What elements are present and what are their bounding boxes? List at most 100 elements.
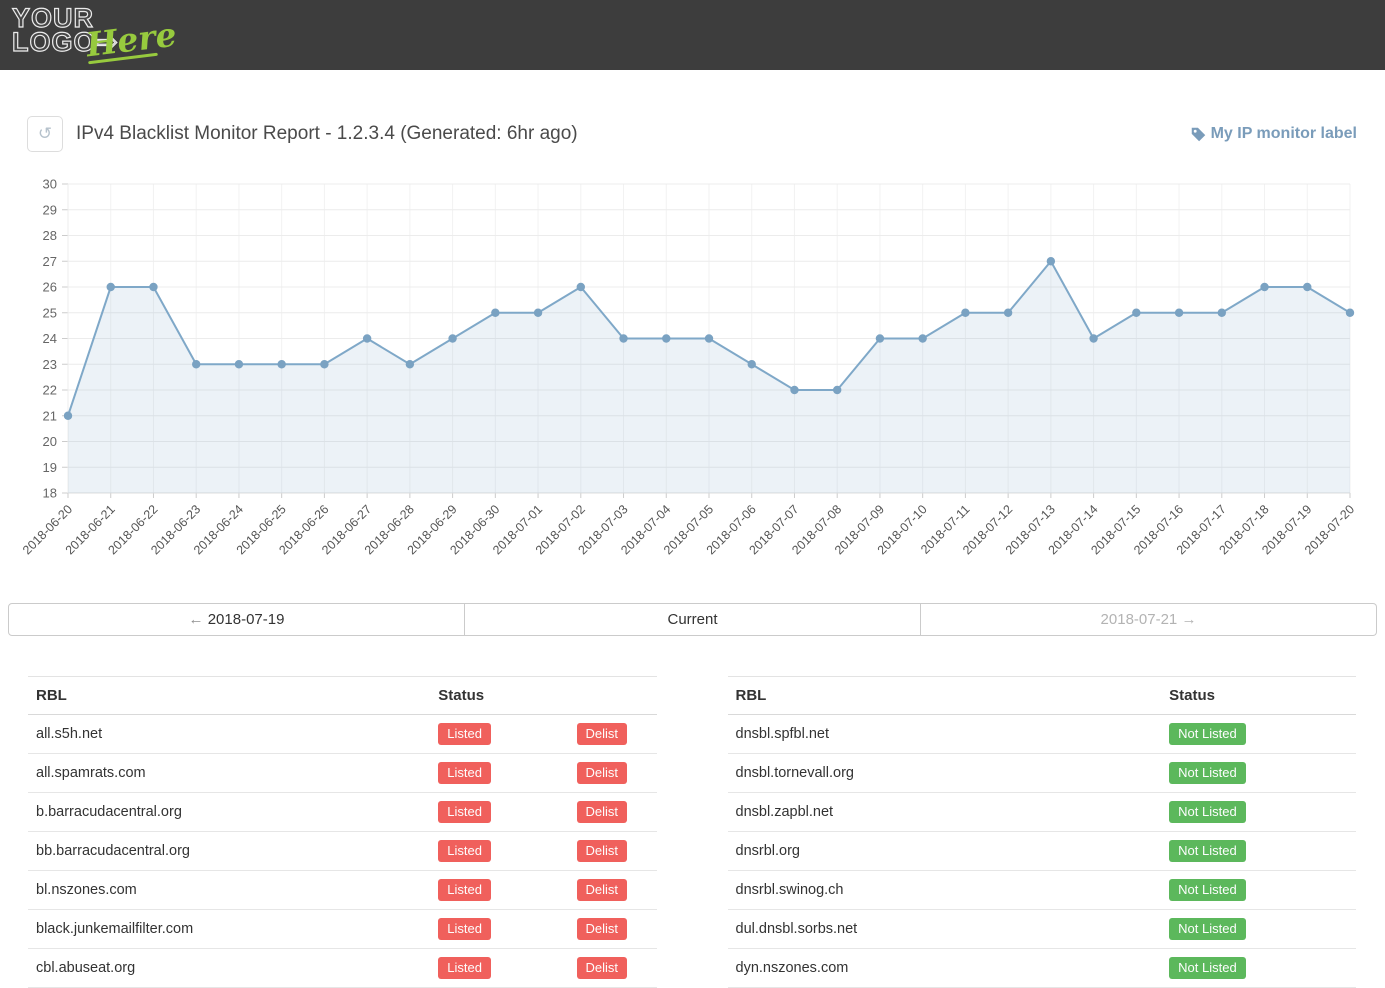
status-badge: Listed — [438, 840, 491, 862]
ip-monitor-label[interactable]: My IP monitor label — [1191, 125, 1357, 143]
delist-button[interactable]: Delist — [576, 762, 628, 784]
data-point — [704, 334, 714, 343]
rbl-cell: b.barracudacentral.org — [28, 792, 431, 832]
table-row: b.barracudacentral.org Listed Delist — [28, 792, 657, 832]
data-point — [961, 308, 970, 317]
status-cell: Not Listed — [1161, 792, 1356, 832]
status-badge: Not Listed — [1169, 840, 1246, 862]
y-tick-label: 19 — [43, 460, 57, 475]
table-row: bl.nszones.com Listed Delist — [28, 870, 657, 910]
col-header-status: Status — [430, 676, 569, 715]
rbl-cell: cbl.abuseat.org — [28, 948, 431, 988]
data-point — [277, 360, 286, 369]
delist-button[interactable]: Delist — [576, 840, 628, 862]
delist-button[interactable]: Delist — [576, 723, 628, 745]
arrow-left-icon: ← — [188, 611, 204, 628]
status-badge: Not Listed — [1169, 801, 1246, 823]
col-header-status: Status — [1161, 676, 1356, 715]
rbl-cell: bb.barracudacentral.org — [28, 831, 431, 871]
col-header-action — [568, 676, 657, 715]
rbl-cell: dyn.nszones.com — [727, 948, 1162, 988]
data-point — [533, 308, 543, 317]
status-badge: Listed — [438, 723, 491, 745]
table-row: dyn.nszones.com Not Listed — [727, 948, 1356, 988]
data-point — [875, 334, 885, 343]
status-badge: Not Listed — [1169, 762, 1246, 784]
action-cell: Delist — [568, 948, 657, 988]
table-header-row: RBL Status — [28, 676, 657, 715]
status-cell: Not Listed — [1161, 909, 1356, 949]
delist-button[interactable]: Delist — [576, 879, 628, 901]
action-cell: Delist — [568, 753, 657, 793]
data-point — [833, 385, 842, 395]
action-cell: Delist — [568, 792, 657, 832]
status-badge: Listed — [438, 918, 491, 940]
status-badge: Not Listed — [1169, 957, 1246, 979]
data-point — [491, 308, 500, 317]
status-cell: Not Listed — [1161, 714, 1356, 754]
logo[interactable]: YOUR LOGO⇨ Here — [0, 0, 200, 70]
action-cell: Delist — [568, 909, 657, 949]
status-cell: Listed — [430, 870, 569, 910]
action-cell: Delist — [568, 714, 657, 754]
refresh-button[interactable]: ↺ — [27, 116, 63, 152]
refresh-icon: ↺ — [37, 124, 53, 143]
table-row: bb.barracudacentral.org Listed Delist — [28, 831, 657, 871]
pager-current[interactable]: Current — [465, 603, 921, 636]
rbl-cell: dnsbl.zapbl.net — [727, 792, 1162, 832]
status-badge: Listed — [438, 801, 491, 823]
status-cell: Listed — [430, 753, 569, 793]
action-cell: Delist — [568, 831, 657, 871]
status-cell: Listed — [430, 831, 569, 871]
not-listed-rbl-table: RBL Status dnsbl.spfbl.net Not Listed dnsb… — [727, 676, 1356, 988]
report-page: ↺ IPv4 Blacklist Monitor Report - 1.2.3.… — [0, 116, 1385, 988]
action-cell: Delist — [568, 870, 657, 910]
top-bar: YOUR LOGO⇨ Here — [0, 0, 1385, 70]
col-header-rbl: RBL — [727, 676, 1162, 715]
data-point — [1303, 282, 1312, 292]
delist-button[interactable]: Delist — [576, 957, 628, 979]
data-point — [63, 411, 73, 420]
status-cell: Not Listed — [1161, 831, 1356, 871]
pager-next-day[interactable]: 2018-07-21 → — [921, 603, 1377, 636]
data-point — [1174, 308, 1184, 317]
rbl-cell: dnsbl.spfbl.net — [727, 714, 1162, 754]
table-row: dul.dnsbl.sorbs.net Not Listed — [727, 909, 1356, 949]
data-point — [576, 282, 585, 292]
table-row: dnsrbl.org Not Listed — [727, 831, 1356, 871]
y-tick-label: 26 — [43, 280, 57, 295]
data-point — [1260, 282, 1269, 292]
status-cell: Not Listed — [1161, 948, 1356, 988]
area-fill — [68, 261, 1350, 493]
data-point — [1003, 308, 1013, 317]
pager-prev-day[interactable]: ← 2018-07-19 — [8, 603, 465, 636]
table-header-row: RBL Status — [727, 676, 1356, 715]
data-point — [362, 334, 372, 343]
y-tick-label: 23 — [43, 357, 57, 372]
table-row: dnsbl.zapbl.net Not Listed — [727, 792, 1356, 832]
y-tick-label: 21 — [43, 408, 57, 423]
y-tick-label: 29 — [43, 202, 57, 217]
rbl-cell: all.s5h.net — [28, 714, 431, 754]
data-point — [918, 334, 927, 343]
data-point — [790, 385, 799, 395]
logo-arrow-icon: ⇨ — [95, 27, 119, 57]
rbl-cell: black.junkemailfilter.com — [28, 909, 431, 949]
y-tick-label: 30 — [43, 177, 57, 192]
page-title: IPv4 Blacklist Monitor Report - 1.2.3.4 … — [76, 123, 578, 144]
data-point — [320, 360, 329, 369]
y-tick-label: 24 — [43, 331, 57, 346]
data-point — [448, 334, 457, 343]
table-row: dnsbl.spfbl.net Not Listed — [727, 714, 1356, 754]
y-tick-label: 28 — [43, 228, 57, 243]
delist-button[interactable]: Delist — [576, 918, 628, 940]
y-tick-label: 25 — [43, 305, 57, 320]
data-point — [149, 282, 158, 292]
delist-button[interactable]: Delist — [576, 801, 628, 823]
rbl-cell: all.spamrats.com — [28, 753, 431, 793]
y-tick-label: 18 — [43, 486, 57, 501]
pager-next-label: 2018-07-21 — [1100, 611, 1178, 628]
data-point — [1089, 334, 1098, 343]
table-row: dnsrbl.swinog.ch Not Listed — [727, 870, 1356, 910]
blacklist-history-chart: 2018-06-20 2018-06-21 2018-06-22 2018-06-23… — [8, 175, 1377, 585]
